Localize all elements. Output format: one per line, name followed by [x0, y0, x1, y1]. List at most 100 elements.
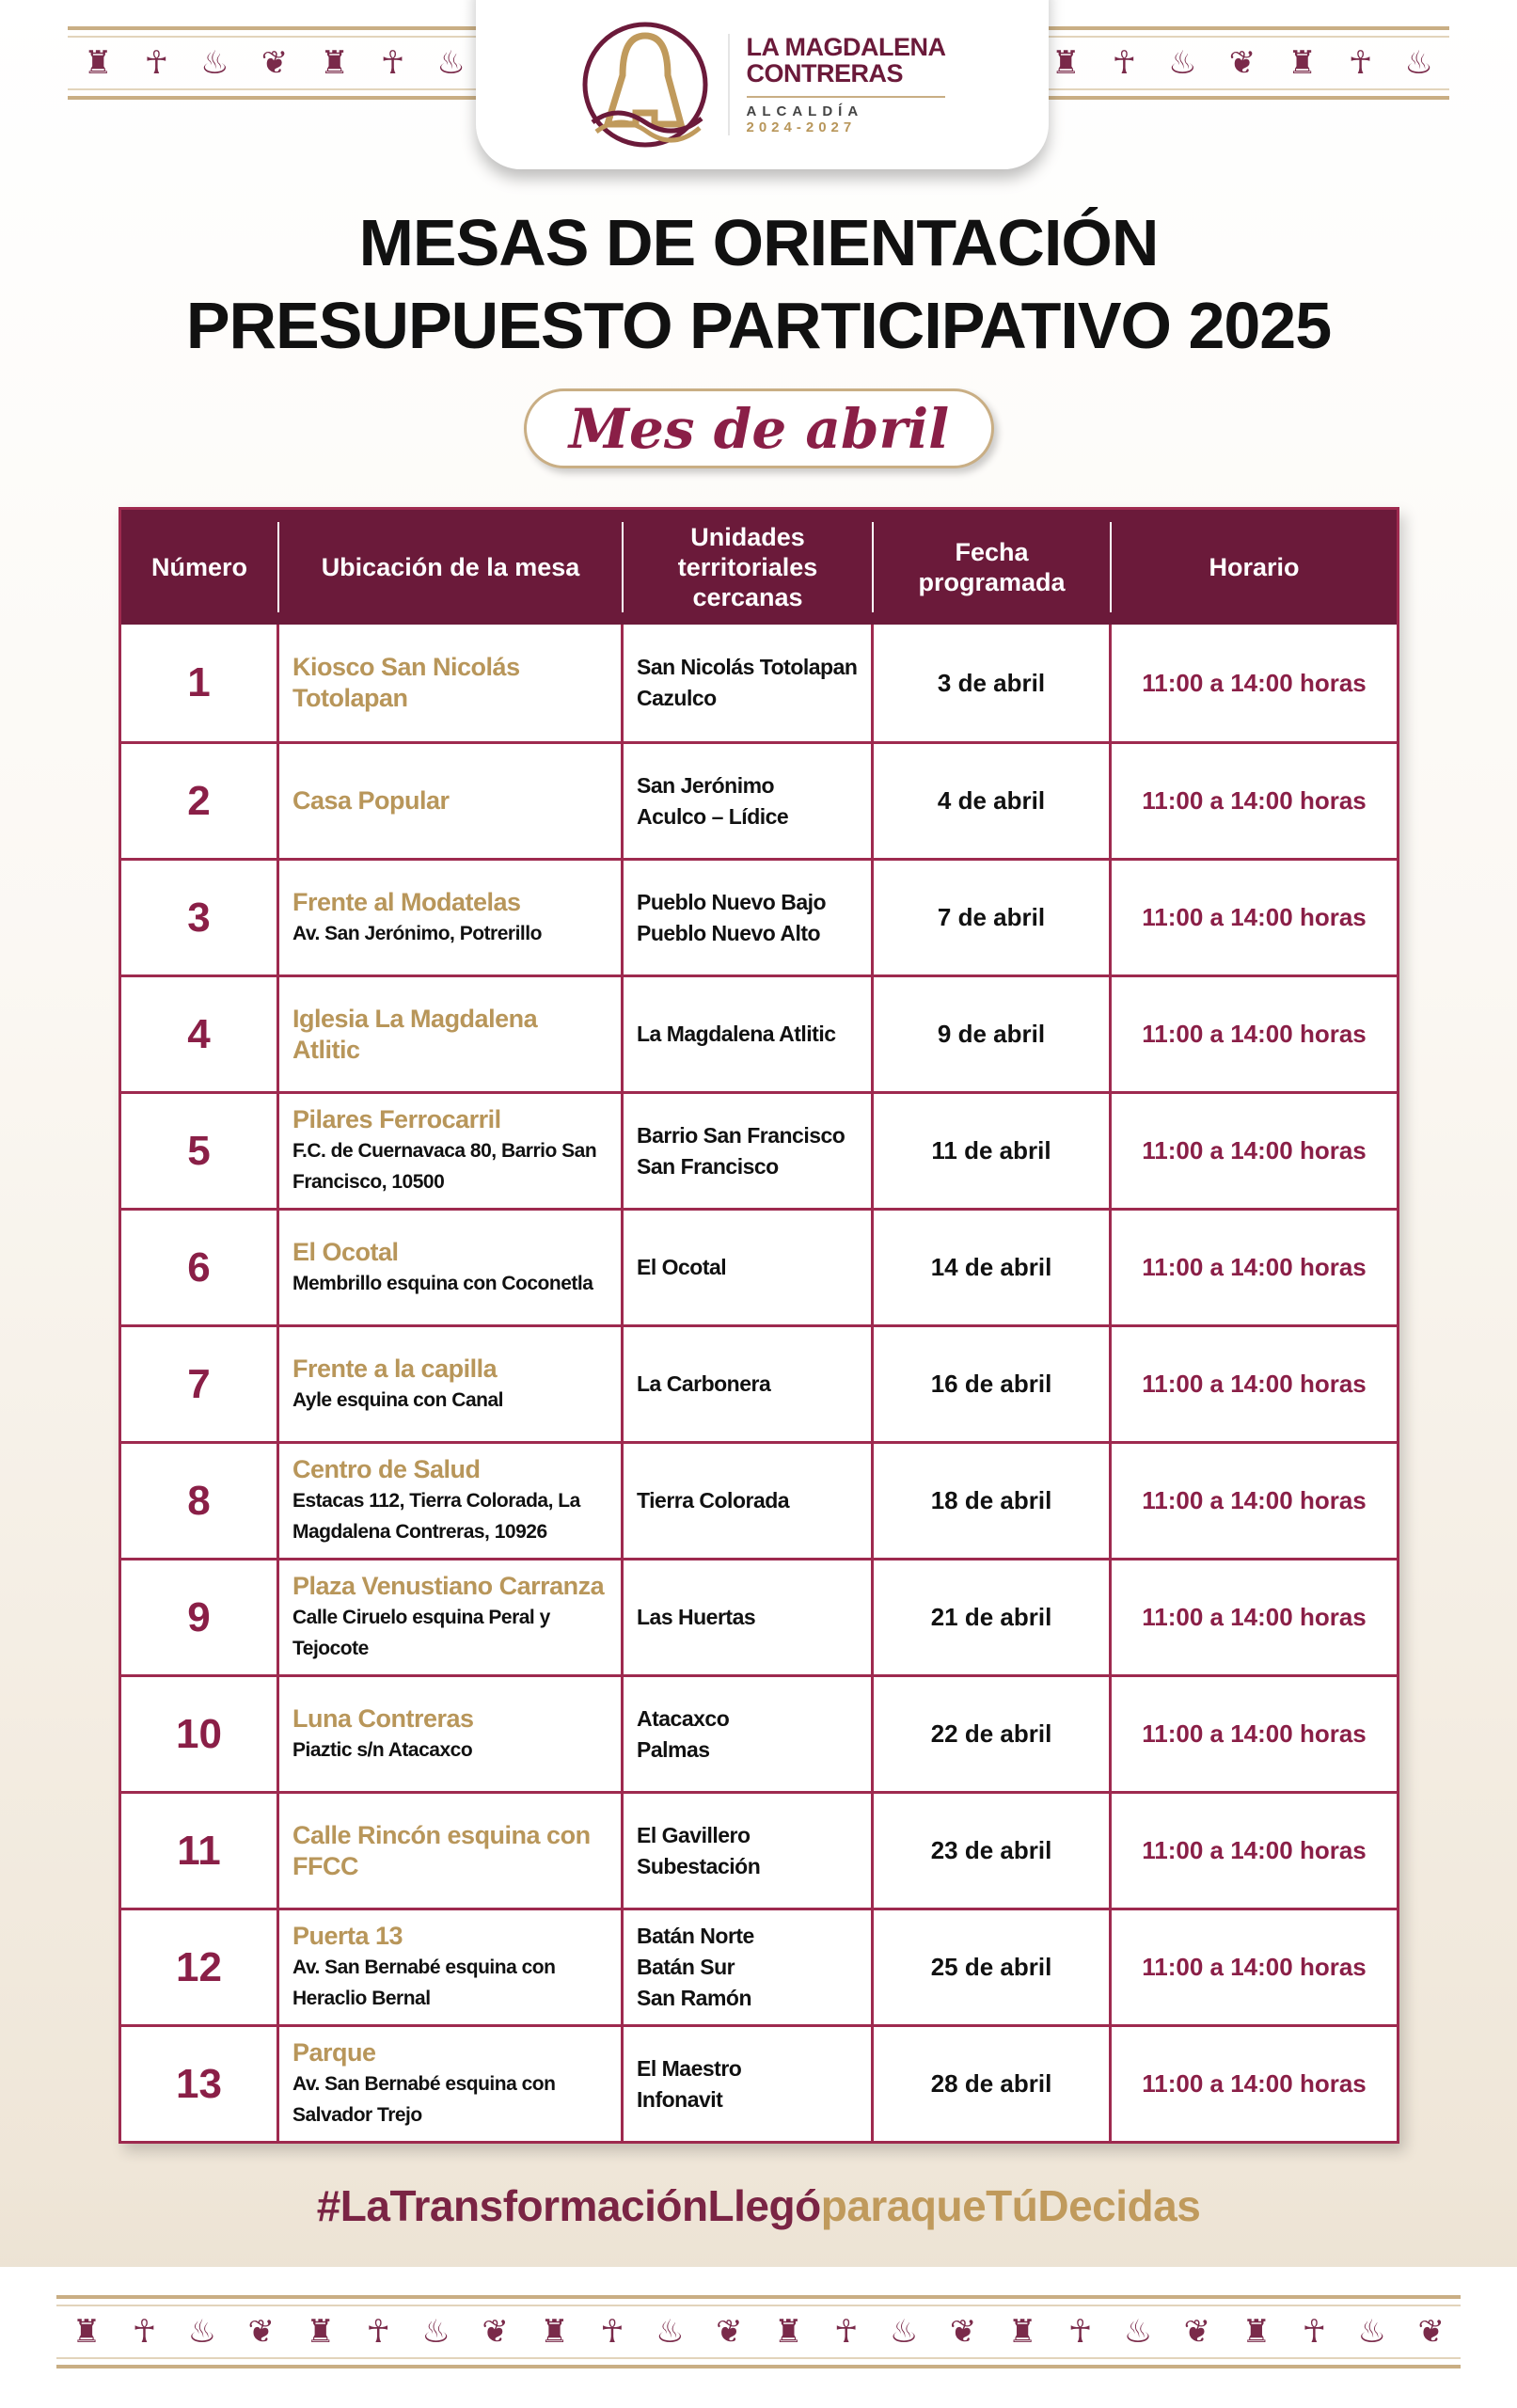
schedule-hours: 11:00 a 14:00 horas	[1142, 1370, 1367, 1398]
location-cell: Kiosco San Nicolás Totolapan	[279, 625, 624, 741]
row-number: 8	[121, 1444, 279, 1558]
pictogram-icon: ❦	[716, 2314, 743, 2350]
schedule-hours: 11:00 a 14:00 horas	[1142, 1486, 1367, 1514]
table-row: 6 El Ocotal Membrillo esquina con Coconet…	[121, 1208, 1397, 1324]
pictogram-icon: ♨	[1357, 2314, 1386, 2350]
scheduled-date: 22 de abril	[874, 1677, 1112, 1791]
pictogram-icon: ♜	[306, 2314, 335, 2350]
scheduled-date: 9 de abril	[874, 977, 1112, 1091]
decorative-band-left: ♜ ☥ ♨ ❦ ♜ ☥ ♨	[68, 26, 482, 100]
territorial-units: El Ocotal	[624, 1211, 874, 1324]
row-number: 5	[121, 1094, 279, 1208]
location-name: Luna Contreras	[292, 1703, 474, 1733]
pictogram-icon: ☥	[1302, 2314, 1326, 2350]
location-name: Frente a la capilla	[292, 1354, 498, 1383]
schedule-hours: 11:00 a 14:00 horas	[1142, 2069, 1367, 2098]
row-number: 10	[121, 1677, 279, 1791]
location-cell: Centro de Salud Estacas 112, Tierra Color…	[279, 1444, 624, 1558]
col-header: Fecha programada	[874, 522, 1112, 612]
hashtag: #LaTransformaciónLlegóparaqueTúDecidas	[0, 2180, 1517, 2231]
col-header: Unidades territoriales cercanas	[624, 522, 874, 612]
col-header: Horario	[1209, 553, 1300, 581]
decorative-band-right: ♜ ☥ ♨ ❦ ♜ ☥ ♨	[1035, 26, 1449, 100]
pictogram-icon: ♨	[1404, 45, 1433, 81]
location-name: Calle Rincón esquina con FFCC	[292, 1820, 591, 1880]
logo-name-line1: LA MAGDALENA	[746, 33, 946, 61]
row-number: 3	[121, 861, 279, 974]
location-name: Kiosco San Nicolás Totolapan	[292, 653, 520, 712]
pictogram-icon: ❦	[1183, 2314, 1211, 2350]
location-cell: Luna Contreras Piaztic s/n Atacaxco	[279, 1677, 624, 1791]
hashtag-part1: #LaTransformaciónLlegó	[316, 2181, 822, 2230]
col-header: Ubicación de la mesa	[279, 522, 624, 612]
location-cell: Pilares Ferrocarril F.C. de Cuernavaca 80…	[279, 1094, 624, 1208]
location-name: Iglesia La Magdalena Atlitic	[292, 1004, 538, 1064]
logo-name-line2: CONTRERAS	[746, 59, 904, 87]
pictogram-icon: ♜	[540, 2314, 569, 2350]
pictogram-icon: ☥	[600, 2314, 624, 2350]
location-cell: Puerta 13 Av. San Bernabé esquina con Her…	[279, 1910, 624, 2024]
row-number: 13	[121, 2027, 279, 2141]
location-name: Plaza Venustiano Carranza	[292, 1572, 605, 1600]
col-header: Número	[121, 522, 279, 612]
table-row: 1 Kiosco San Nicolás Totolapan San Nicol…	[121, 625, 1397, 741]
pictogram-icon: ♨	[200, 45, 229, 81]
scheduled-date: 4 de abril	[874, 744, 1112, 858]
row-number: 4	[121, 977, 279, 1091]
pictogram-icon: ♨	[1168, 45, 1197, 81]
location-cell: Parque Av. San Bernabé esquina con Salvad…	[279, 2027, 624, 2141]
table-row: 9 Plaza Venustiano Carranza Calle Ciruelo…	[121, 1558, 1397, 1674]
location-address: F.C. de Cuernavaca 80, Barrio San Franci…	[292, 1140, 597, 1193]
footer-background	[0, 2267, 1517, 2408]
table-row: 13 Parque Av. San Bernabé esquina con Sal…	[121, 2024, 1397, 2141]
location-name: Centro de Salud	[292, 1455, 481, 1483]
pictogram-icon: ☥	[1348, 45, 1373, 81]
pictogram-icon: ☥	[1067, 2314, 1093, 2350]
territorial-units: Pueblo Nuevo Bajo Pueblo Nuevo Alto	[624, 861, 874, 974]
pictogram-icon: ♨	[889, 2314, 919, 2350]
hashtag-part2: paraqueTúDecidas	[820, 2181, 1201, 2230]
pictogram-icon: ☥	[1112, 45, 1137, 81]
location-address: Membrillo esquina con Coconetla	[292, 1272, 593, 1294]
schedule-hours: 11:00 a 14:00 horas	[1142, 1603, 1367, 1631]
pictogram-icon: ❦	[247, 2314, 276, 2350]
schedule-hours: 11:00 a 14:00 horas	[1142, 1836, 1367, 1864]
row-number: 12	[121, 1910, 279, 2024]
territorial-units: Batán Norte Batán Sur San Ramón	[624, 1910, 874, 2024]
location-cell: Frente al Modatelas Av. San Jerónimo, Pot…	[279, 861, 624, 974]
territorial-units: San Nicolás Totolapan Cazulco	[624, 625, 874, 741]
pictogram-icon: ♜	[320, 45, 349, 81]
pictogram-icon: ♜	[1241, 2314, 1272, 2350]
scheduled-date: 3 de abril	[874, 625, 1112, 741]
location-address: Ayle esquina con Canal	[292, 1388, 503, 1411]
schedule-hours: 11:00 a 14:00 horas	[1142, 903, 1367, 931]
location-cell: Frente a la capilla Ayle esquina con Cana…	[279, 1327, 624, 1441]
scheduled-date: 14 de abril	[874, 1211, 1112, 1324]
table-row: 12 Puerta 13 Av. San Bernabé esquina con …	[121, 1908, 1397, 2024]
territorial-units: La Magdalena Atlitic	[624, 977, 874, 1091]
row-number: 6	[121, 1211, 279, 1324]
territorial-units: La Carbonera	[624, 1327, 874, 1441]
table-row: 4 Iglesia La Magdalena Atlitic La Magdal…	[121, 974, 1397, 1091]
territorial-units: El Maestro Infonavit	[624, 2027, 874, 2141]
location-name: Frente al Modatelas	[292, 887, 521, 916]
table-row: 7 Frente a la capilla Ayle esquina con Ca…	[121, 1324, 1397, 1441]
pictogram-icon: ❦	[482, 2314, 509, 2350]
location-name: El Ocotal	[292, 1237, 399, 1266]
table-row: 2 Casa Popular San Jerónimo Aculco – Líd…	[121, 741, 1397, 858]
territorial-units: Atacaxco Palmas	[624, 1677, 874, 1791]
pictogram-icon: ☥	[132, 2314, 157, 2350]
logo-years: 2024-2027	[746, 119, 857, 135]
territorial-units: San Jerónimo Aculco – Lídice	[624, 744, 874, 858]
page-title-line1: MESAS DE ORIENTACIÓN	[358, 206, 1160, 279]
schedule-hours: 11:00 a 14:00 horas	[1142, 1253, 1367, 1281]
pictogram-icon: ❦	[1228, 45, 1256, 81]
territorial-units: Tierra Colorada	[624, 1444, 874, 1558]
scheduled-date: 25 de abril	[874, 1910, 1112, 2024]
scheduled-date: 16 de abril	[874, 1327, 1112, 1441]
pictogram-icon: ❦	[261, 45, 289, 81]
scheduled-date: 28 de abril	[874, 2027, 1112, 2141]
location-cell: Casa Popular	[279, 744, 624, 858]
pictogram-icon: ☥	[144, 45, 169, 81]
table-row: 8 Centro de Salud Estacas 112, Tierra Col…	[121, 1441, 1397, 1558]
